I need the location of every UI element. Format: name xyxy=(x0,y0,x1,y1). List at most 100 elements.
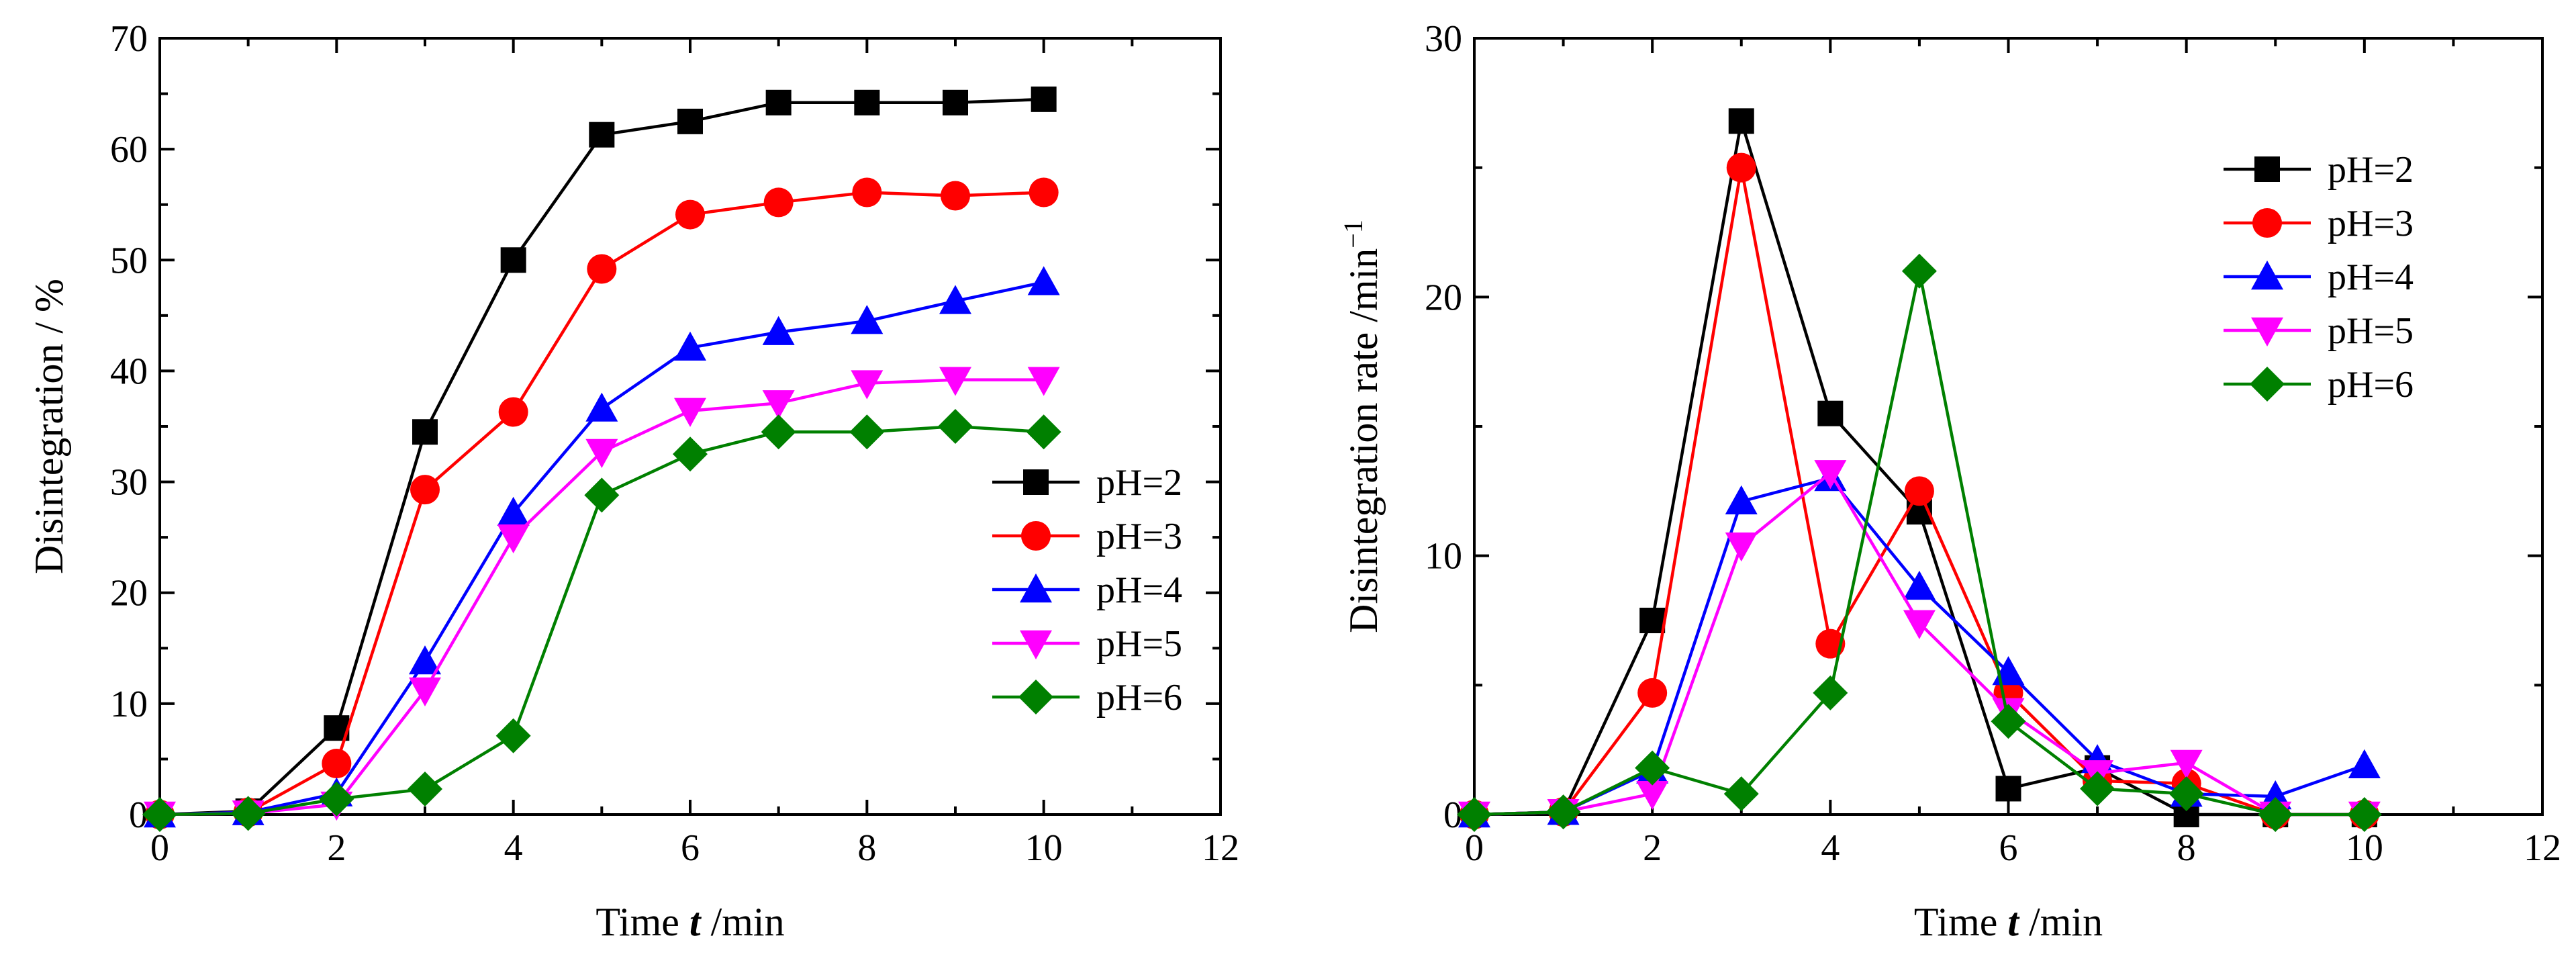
legend-item-ph-3: pH=3 xyxy=(2224,203,2414,244)
series-line-ph-2 xyxy=(1474,120,2365,817)
data-point-ph-2 xyxy=(589,122,615,148)
x-tick-label: 10 xyxy=(2346,827,2383,869)
x-tick-label: 0 xyxy=(1465,827,1484,869)
x-axis-title: Time t /min xyxy=(595,900,784,944)
data-point-ph-6 xyxy=(495,718,531,753)
data-point-ph-6 xyxy=(584,477,620,513)
data-point-ph-4 xyxy=(497,496,530,526)
series-ph-6 xyxy=(142,409,1061,832)
x-tick-label: 0 xyxy=(150,827,169,869)
data-point-ph-5 xyxy=(762,390,795,420)
data-point-ph-2 xyxy=(1031,86,1057,112)
legend-marker xyxy=(2251,317,2283,346)
x-tick-label: 4 xyxy=(1821,827,1840,869)
legend-marker xyxy=(2254,156,2280,182)
data-point-ph-6 xyxy=(1545,794,1581,830)
legend-marker xyxy=(1023,469,1049,495)
legend: pH=2 pH=3 pH=4 pH=5 pH=6 xyxy=(992,462,1182,719)
data-point-ph-5 xyxy=(409,677,441,707)
y-tick-label: 40 xyxy=(110,351,148,392)
data-point-ph-6 xyxy=(1991,704,2026,739)
data-point-ph-2 xyxy=(1728,108,1754,134)
data-point-ph-6 xyxy=(2168,776,2204,812)
series-line-ph-4 xyxy=(159,281,1045,817)
data-point-ph-3 xyxy=(498,397,528,427)
legend-label: pH=2 xyxy=(1096,462,1182,504)
data-point-ph-2 xyxy=(412,419,438,445)
data-point-ph-6 xyxy=(2080,771,2115,806)
data-point-ph-2 xyxy=(854,89,880,115)
legend-item-ph-4: pH=4 xyxy=(2224,257,2414,298)
data-point-ph-6 xyxy=(1723,776,1759,812)
data-point-ph-3 xyxy=(763,187,794,218)
data-point-ph-6 xyxy=(2258,797,2293,832)
legend-marker xyxy=(1018,680,1053,714)
legend: pH=2 pH=3 pH=4 pH=5 pH=6 xyxy=(2224,149,2414,406)
data-point-ph-6 xyxy=(1457,797,1492,832)
x-tick-label: 8 xyxy=(2177,827,2196,869)
y-axis-title: Disintegration / % xyxy=(27,279,71,574)
legend-label: pH=5 xyxy=(1096,623,1182,665)
data-point-ph-6 xyxy=(230,796,266,831)
x-tick-label: 6 xyxy=(1999,827,2018,869)
legend-item-ph-5: pH=5 xyxy=(992,623,1182,665)
legend-label: pH=5 xyxy=(2328,310,2414,352)
legend-marker xyxy=(1020,573,1052,603)
legend-label: pH=6 xyxy=(2328,364,2414,406)
data-point-ph-6 xyxy=(142,797,177,832)
y-tick-label: 60 xyxy=(110,129,148,171)
y-tick-label: 10 xyxy=(110,684,148,725)
data-point-ph-3 xyxy=(1029,177,1059,207)
y-tick-label: 70 xyxy=(110,18,148,60)
data-point-ph-4 xyxy=(674,331,706,361)
data-point-ph-3 xyxy=(322,749,352,779)
legend-label: pH=3 xyxy=(2328,203,2414,244)
data-point-ph-4 xyxy=(1725,485,1758,514)
data-point-ph-5 xyxy=(1903,610,1936,639)
legend-label: pH=4 xyxy=(2328,257,2414,298)
data-point-ph-5 xyxy=(497,524,530,554)
series-ph-6 xyxy=(1457,253,2382,832)
y-tick-label: 10 xyxy=(1425,536,1462,577)
data-point-ph-6 xyxy=(849,414,885,450)
y-tick-label: 30 xyxy=(1425,18,1462,60)
data-point-ph-6 xyxy=(938,409,973,444)
data-point-ph-2 xyxy=(500,247,526,273)
data-point-ph-4 xyxy=(2348,749,2381,778)
y-tick-label: 30 xyxy=(110,462,148,504)
data-point-ph-6 xyxy=(1901,253,1937,289)
series-ph-5 xyxy=(144,367,1060,831)
data-point-ph-5 xyxy=(585,438,618,468)
series-ph-4 xyxy=(144,266,1060,828)
x-tick-label: 8 xyxy=(857,827,876,869)
data-point-ph-3 xyxy=(1637,678,1668,708)
x-tick-label: 12 xyxy=(2524,827,2561,869)
data-point-ph-6 xyxy=(761,414,796,450)
data-point-ph-5 xyxy=(2170,749,2203,779)
data-point-ph-3 xyxy=(1904,476,1934,506)
legend-item-ph-5: pH=5 xyxy=(2224,310,2414,352)
legend-marker xyxy=(1020,630,1052,659)
data-point-ph-5 xyxy=(1725,532,1758,562)
data-point-ph-2 xyxy=(677,108,703,134)
y-tick-label: 50 xyxy=(110,240,148,281)
legend-item-ph-4: pH=4 xyxy=(992,569,1182,611)
x-tick-label: 10 xyxy=(1025,827,1063,869)
data-point-ph-6 xyxy=(1635,750,1670,786)
legend-item-ph-2: pH=2 xyxy=(2224,149,2414,191)
data-point-ph-2 xyxy=(765,89,792,115)
data-point-ph-3 xyxy=(852,177,882,207)
legend-marker xyxy=(2250,367,2285,402)
y-tick-label: 20 xyxy=(110,573,148,614)
data-point-ph-5 xyxy=(939,367,971,396)
legend-item-ph-6: pH=6 xyxy=(992,677,1182,719)
y-axis-title: Disintegration rate /min−1 xyxy=(1338,220,1386,633)
data-point-ph-2 xyxy=(1995,776,2021,802)
legend-item-ph-2: pH=2 xyxy=(992,462,1182,504)
data-point-ph-5 xyxy=(674,398,706,427)
x-axis-title: Time t /min xyxy=(1914,900,2103,944)
legend-item-ph-3: pH=3 xyxy=(992,516,1182,557)
